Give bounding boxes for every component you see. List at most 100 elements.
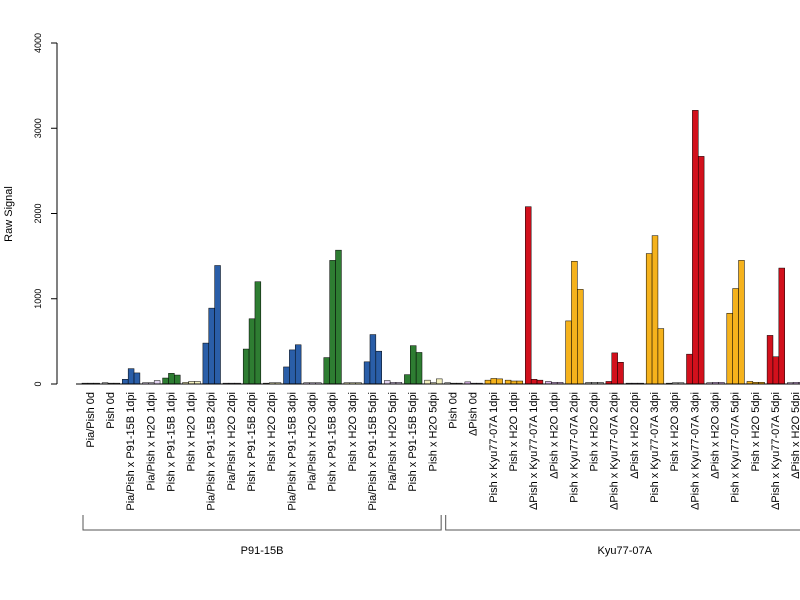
y-axis-label: Raw Signal — [3, 186, 15, 242]
bar — [772, 356, 780, 385]
x-tick-label: Pish x H2O 5dpi — [750, 392, 762, 471]
bar — [384, 380, 391, 385]
bar — [738, 260, 745, 385]
bar — [242, 348, 250, 385]
x-tick-label: Pish x H2O 3dpi — [347, 392, 359, 471]
x-tick-label: Pish x H2O 1dpi — [186, 392, 198, 471]
x-tick-label: Pish x H2O 1dpi — [508, 392, 520, 471]
bar — [436, 378, 443, 385]
x-tick-label: Pish x Kyu77-07A 2dpi — [568, 392, 580, 503]
bar — [254, 281, 262, 385]
x-tick-label: ΔPish 0d — [468, 392, 480, 436]
x-tick-label: ΔPish x H2O 2dpi — [629, 392, 641, 479]
bar — [168, 373, 175, 385]
bar — [127, 368, 135, 385]
bar — [153, 380, 161, 385]
x-tick-label: Pish x Kyu77-07A 1dpi — [488, 392, 500, 503]
x-tick-label: Pish x H2O 2dpi — [589, 392, 601, 471]
x-tick-label: Pia/Pish 0d — [85, 392, 97, 448]
x-tick-label: Pish 0d — [105, 392, 117, 429]
bar — [504, 379, 512, 385]
x-tick-label: ΔPish x H2O 3dpi — [709, 392, 721, 479]
bar — [530, 379, 538, 385]
x-tick-label: Pish x P91-15B 1dpi — [165, 392, 177, 492]
bar — [214, 265, 221, 385]
bar — [323, 357, 330, 385]
bar — [565, 320, 572, 385]
y-tick-label: 1000 — [33, 289, 43, 309]
x-tick-label: ΔPish x Kyu77-07A 5dpi — [770, 392, 782, 510]
bar — [174, 374, 181, 385]
bar — [536, 379, 544, 385]
bar — [577, 289, 584, 385]
bar — [686, 353, 693, 385]
bar — [484, 379, 492, 385]
x-tick-label: ΔPish x H2O 1dpi — [548, 392, 560, 479]
bar — [335, 249, 342, 385]
bar — [732, 288, 739, 385]
bar — [122, 379, 129, 385]
x-tick-label: ΔPish x Kyu77-07A 1dpi — [528, 392, 540, 510]
y-tick-label: 3000 — [33, 118, 43, 138]
bar — [363, 361, 371, 385]
bar — [617, 362, 624, 385]
group-bracket — [445, 515, 800, 531]
bars — [81, 110, 800, 385]
bar — [645, 253, 653, 385]
bar — [329, 260, 336, 385]
bar — [410, 345, 417, 385]
bar — [248, 318, 256, 385]
bar — [283, 366, 290, 385]
group-bracket — [82, 515, 442, 531]
x-tick-label: Pia/Pish x P91-15B 1dpi — [125, 392, 137, 511]
bar — [697, 156, 705, 385]
bar — [611, 352, 618, 385]
bar — [404, 374, 411, 385]
bar — [778, 267, 785, 385]
x-tick-label: Pish x P91-15B 3dpi — [327, 392, 339, 492]
x-tick-label: Pia/Pish x P91-15B 2dpi — [206, 392, 218, 511]
x-tick-label: Pish x H2O 5dpi — [427, 392, 439, 471]
bar — [424, 379, 431, 385]
x-tick-label: Pia/Pish x H2O 3dpi — [306, 392, 318, 490]
bar — [657, 328, 665, 385]
x-tick-label: Pish x P91-15B 2dpi — [246, 392, 258, 492]
bar — [294, 344, 302, 385]
bar — [369, 334, 377, 385]
bar — [490, 378, 497, 385]
x-tick-label: ΔPish x H2O 5dpi — [790, 392, 800, 479]
bar — [289, 349, 296, 385]
bar — [571, 260, 578, 385]
x-tick-label: Pish x H2O 3dpi — [669, 392, 681, 471]
bar — [496, 378, 503, 385]
group-label: Kyu77-07A — [598, 545, 653, 557]
x-tick-label: Pish x P91-15B 5dpi — [407, 392, 419, 492]
bar — [208, 307, 215, 385]
x-tick-label: Pia/Pish x H2O 2dpi — [226, 392, 238, 490]
bar — [415, 352, 423, 385]
bar — [525, 206, 532, 385]
x-tick-label: Pish x H2O 2dpi — [266, 392, 278, 471]
y-tick-label: 4000 — [33, 33, 43, 53]
bar — [766, 335, 774, 385]
bar — [162, 377, 169, 385]
x-tick-label: Pish 0d — [448, 392, 460, 429]
x-tick-label: ΔPish x Kyu77-07A 3dpi — [689, 392, 701, 510]
y-tick-label: 0 — [33, 381, 43, 386]
y-tick-label: 2000 — [33, 203, 43, 223]
bar — [692, 110, 699, 385]
x-tick-label: Pia/Pish x P91-15B 5dpi — [367, 392, 379, 511]
x-tick-label: Pish x Kyu77-07A 5dpi — [730, 392, 742, 503]
bar — [202, 342, 210, 385]
x-tick-label: Pia/Pish x P91-15B 3dpi — [286, 392, 298, 511]
bar — [375, 350, 382, 385]
bar — [726, 312, 733, 385]
group-brackets: P91-15B Kyu77-07A — [82, 515, 800, 557]
x-tick-label: Pish x Kyu77-07A 3dpi — [649, 392, 661, 503]
x-tick-label: Pia/Pish x H2O 5dpi — [387, 392, 399, 490]
group-label: P91-15B — [241, 545, 284, 557]
x-tick-label: Pia/Pish x H2O 1dpi — [145, 392, 157, 490]
x-tick-labels: Pia/Pish 0d Pish 0d Pia/Pish x P91-15B 1dp… — [85, 392, 800, 511]
bar — [798, 382, 800, 385]
